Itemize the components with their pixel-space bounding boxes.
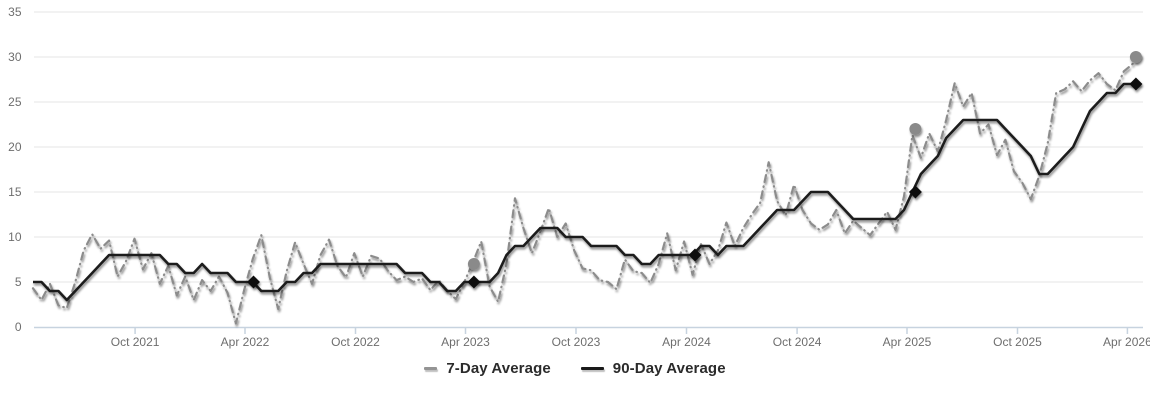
svg-text:Oct 2024: Oct 2024 bbox=[773, 335, 822, 349]
dashed-line-swatch bbox=[424, 367, 438, 370]
circle-marker bbox=[909, 123, 922, 135]
svg-text:5: 5 bbox=[15, 275, 22, 289]
circle-marker bbox=[1129, 51, 1142, 63]
gridlines bbox=[34, 11, 1143, 283]
diamond-marker bbox=[247, 275, 260, 289]
time-series-chart: 0 5 10 15 20 25 30 35 Oct 2021 Apr 2022 Oct 2022 Ap… bbox=[8, 5, 1150, 349]
svg-text:Apr 2026: Apr 2026 bbox=[1103, 335, 1150, 349]
svg-text:Apr 2022: Apr 2022 bbox=[221, 335, 270, 349]
svg-text:Oct 2023: Oct 2023 bbox=[552, 335, 601, 349]
svg-text:10: 10 bbox=[8, 230, 22, 244]
legend-label-90-day: 90-Day Average bbox=[612, 360, 726, 377]
y-axis-labels: 0 5 10 15 20 25 30 35 bbox=[8, 5, 22, 334]
april-circle-markers bbox=[467, 51, 1142, 270]
svg-text:35: 35 bbox=[8, 5, 22, 19]
diamond-marker bbox=[1129, 77, 1143, 91]
chart-legend: 7-Day Average 90-Day Average bbox=[0, 360, 1150, 377]
svg-text:Oct 2022: Oct 2022 bbox=[331, 335, 380, 349]
x-axis bbox=[34, 326, 1143, 334]
diamond-marker bbox=[467, 275, 481, 289]
x-axis-labels: Oct 2021 Apr 2022 Oct 2022 Apr 2023 Oct 2023… bbox=[111, 335, 1150, 349]
svg-text:15: 15 bbox=[8, 185, 22, 199]
diamond-marker bbox=[908, 185, 922, 199]
svg-text:Oct 2021: Oct 2021 bbox=[111, 335, 160, 349]
ninety-day-average-line bbox=[33, 82, 1141, 302]
diamond-marker bbox=[688, 248, 702, 262]
circle-marker bbox=[467, 258, 480, 270]
svg-text:0: 0 bbox=[15, 320, 22, 334]
svg-text:Apr 2023: Apr 2023 bbox=[441, 335, 490, 349]
legend-item-7-day-average[interactable]: 7-Day Average bbox=[424, 360, 551, 377]
legend-label-7-day: 7-Day Average bbox=[446, 360, 551, 377]
april-diamond-markers bbox=[247, 77, 1143, 289]
svg-text:Oct 2025: Oct 2025 bbox=[993, 335, 1042, 349]
svg-text:30: 30 bbox=[8, 50, 22, 64]
solid-line-swatch bbox=[580, 366, 604, 371]
seven-day-average-line bbox=[31, 55, 1142, 325]
legend-item-90-day-average[interactable]: 90-Day Average bbox=[580, 360, 726, 377]
svg-text:25: 25 bbox=[8, 95, 22, 109]
svg-text:20: 20 bbox=[8, 140, 22, 154]
svg-text:Apr 2025: Apr 2025 bbox=[883, 335, 932, 349]
svg-text:Apr 2024: Apr 2024 bbox=[662, 335, 711, 349]
